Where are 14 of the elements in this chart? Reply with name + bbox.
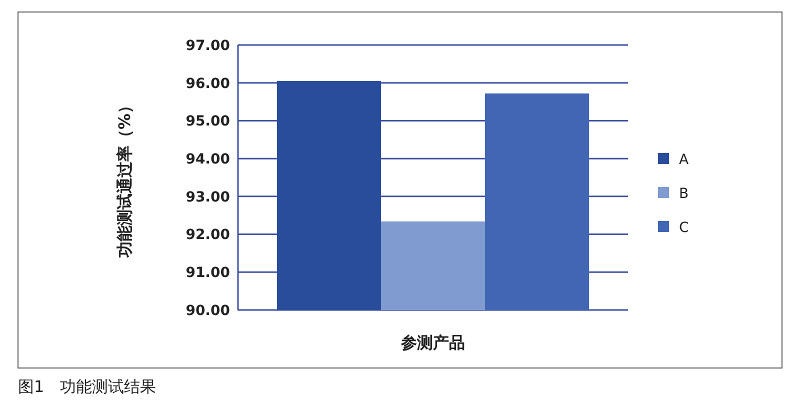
y-tick-label: 95.00 (186, 114, 230, 130)
y-tick-label: 96.00 (186, 76, 230, 92)
y-tick-label: 93.00 (186, 189, 230, 206)
y-tick-label: 94.00 (186, 151, 230, 168)
legend-label: B (679, 186, 689, 202)
legend-label: C (679, 220, 689, 236)
y-tick-label: 91.00 (186, 265, 230, 282)
y-tick-label: 97.00 (186, 38, 230, 54)
legend-label: A (679, 152, 689, 168)
caption: 图1 功能测试结果 (18, 377, 156, 396)
x-axis-title: 参测产品 (400, 333, 465, 352)
y-axis-title: 功能测试通过率（%） (115, 97, 134, 259)
y-tick-label: 92.00 (186, 227, 230, 244)
y-tick-label: 90.00 (186, 302, 230, 319)
